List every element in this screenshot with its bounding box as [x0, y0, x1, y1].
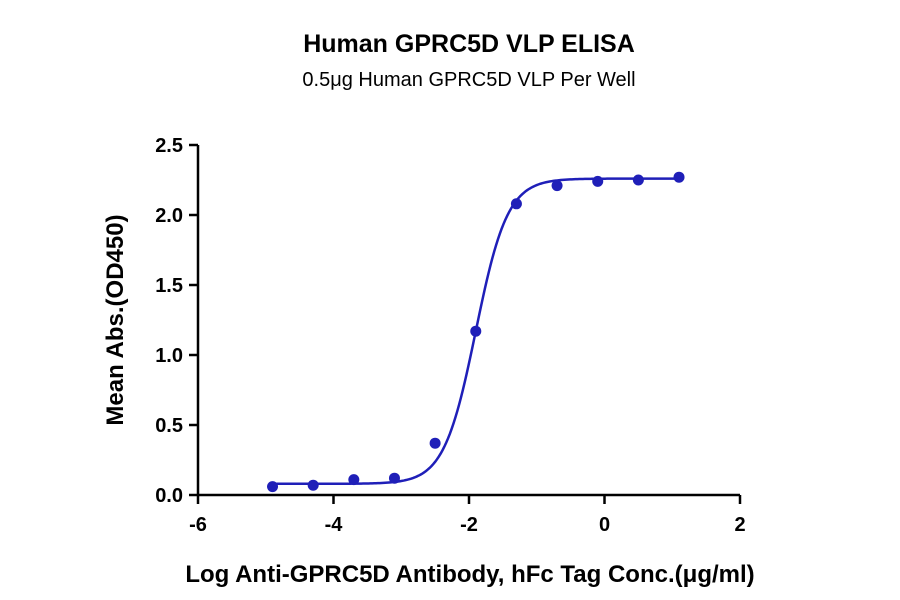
y-axis-label: Mean Abs.(OD450) [102, 214, 129, 425]
y-tick-label: 1.5 [155, 275, 183, 297]
y-tick-label: 1.0 [155, 345, 183, 367]
data-point [673, 171, 685, 183]
x-tick-label: -6 [189, 514, 207, 536]
data-point [348, 474, 360, 486]
data-point [592, 175, 604, 187]
x-tick-label: -4 [325, 514, 344, 536]
x-tick-label: -2 [460, 514, 478, 536]
chart-title: Human GPRC5D VLP ELISA [303, 30, 635, 58]
x-axis-ticks: -6 -4 -2 0 2 [189, 495, 746, 536]
data-point [632, 174, 644, 186]
y-axis-ticks: 0.0 0.5 1.0 1.5 2.0 2.5 [155, 135, 198, 507]
y-tick-label: 2.5 [155, 135, 183, 157]
data-points [267, 171, 685, 493]
data-point [551, 180, 563, 192]
data-point [307, 479, 319, 491]
data-point [267, 481, 279, 493]
x-tick-label: 0 [599, 514, 610, 536]
data-point [429, 437, 441, 449]
chart-subtitle: 0.5μg Human GPRC5D VLP Per Well [302, 69, 635, 91]
y-tick-label: 2.0 [155, 205, 183, 227]
data-point [510, 198, 522, 210]
x-tick-label: 2 [734, 514, 745, 536]
x-axis-label: Log Anti-GPRC5D Antibody, hFc Tag Conc.(… [185, 561, 754, 588]
plot-area: 0.0 0.5 1.0 1.5 2.0 2.5 -6 -4 -2 0 2 [155, 135, 745, 536]
y-tick-label: 0.5 [155, 415, 183, 437]
data-point [388, 472, 400, 484]
y-tick-label: 0.0 [155, 485, 183, 507]
data-point [470, 325, 482, 337]
